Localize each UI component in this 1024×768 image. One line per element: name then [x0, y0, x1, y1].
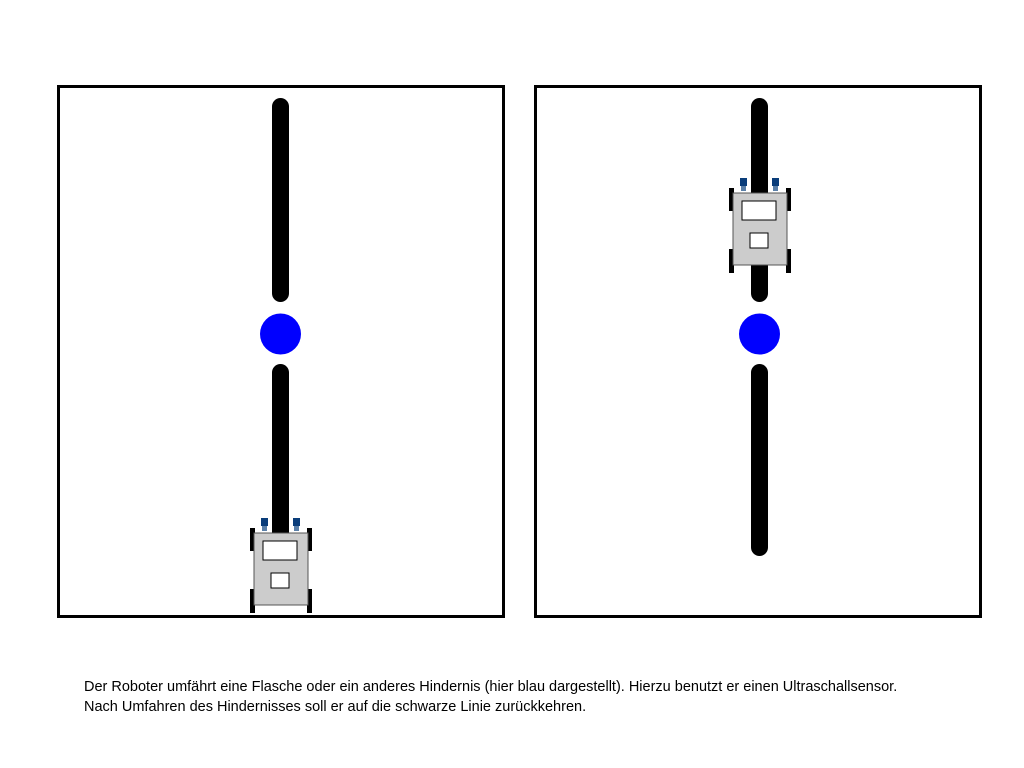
- scene-right-svg: [729, 98, 791, 556]
- ultrasonic-sensor-left: [261, 518, 268, 531]
- wheel-rear-left: [729, 249, 734, 273]
- wheel-rear-right: [307, 589, 312, 613]
- obstacle-bottle: [739, 313, 780, 355]
- wheel-front-left: [729, 188, 734, 211]
- obstacle-bottle: [260, 313, 301, 355]
- caption: Der Roboter umfährt eine Flasche oder ei…: [84, 677, 1004, 717]
- ultrasonic-sensor-left: [740, 178, 747, 191]
- scene-panel-right: [534, 85, 982, 618]
- robot-button: [749, 232, 769, 249]
- ultrasonic-sensor-right: [293, 518, 300, 531]
- robot-button: [270, 572, 290, 589]
- caption-line-1: Der Roboter umfährt eine Flasche oder ei…: [84, 679, 898, 695]
- caption-line-2: Nach Umfahren des Hindernisses soll er a…: [84, 699, 587, 715]
- robot-display: [262, 540, 298, 561]
- black-line-lower: [751, 364, 768, 556]
- wheel-front-left: [250, 528, 255, 551]
- wheel-front-right: [786, 188, 791, 211]
- robot: [250, 518, 312, 613]
- ultrasonic-sensor-right: [772, 178, 779, 191]
- robot: [729, 178, 791, 273]
- wheel-front-right: [307, 528, 312, 551]
- wheel-rear-left: [250, 589, 255, 613]
- scene-panel-left: [57, 85, 505, 618]
- black-line-upper: [272, 98, 289, 302]
- wheel-rear-right: [786, 249, 791, 273]
- robot-display: [741, 200, 777, 221]
- scene-left-svg: [250, 98, 312, 613]
